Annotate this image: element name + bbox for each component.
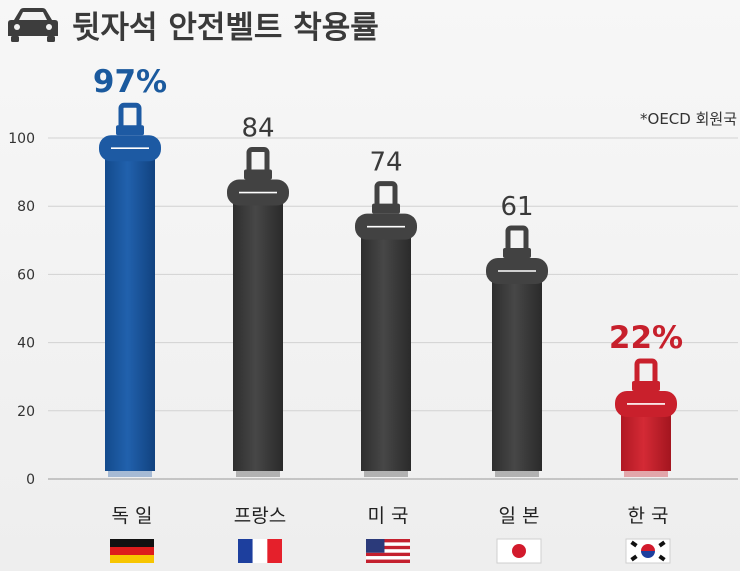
value-label: 61	[500, 192, 533, 222]
bars	[99, 102, 677, 477]
buckle-tongue	[116, 125, 144, 136]
category-label: 미 국	[368, 505, 409, 527]
category-label: 프랑스	[234, 505, 286, 527]
bar-strap	[233, 192, 283, 471]
bar-strap-fade	[364, 471, 408, 477]
bar-strap-fade	[236, 471, 280, 477]
buckle-tongue	[503, 247, 531, 258]
value-label: 74	[369, 148, 402, 178]
germany-flag	[110, 539, 154, 563]
france-flag	[238, 539, 282, 563]
seatbelt-bar	[355, 181, 417, 477]
y-tick-label: 100	[8, 131, 35, 147]
value-label: 22%	[609, 320, 683, 356]
category-label: 일 본	[499, 505, 540, 527]
bar-strap-fade	[624, 471, 668, 477]
bar-strap-fade	[495, 471, 539, 477]
value-label: 97%	[93, 64, 167, 100]
bar-strap	[361, 226, 411, 471]
page-title: 뒷자석 안전벨트 착용률	[72, 10, 379, 46]
seatbelt-bar	[99, 102, 161, 477]
y-tick-label: 0	[26, 472, 35, 488]
value-label: 84	[241, 114, 274, 144]
buckle-tongue	[372, 203, 400, 214]
bar-strap-fade	[108, 471, 152, 477]
seatbelt-bar	[615, 358, 677, 477]
seatbelt-bar	[227, 147, 289, 477]
car-icon	[8, 8, 58, 42]
y-tick-label: 20	[17, 404, 35, 420]
seatbelt-bar	[486, 225, 548, 477]
chart-note: *OECD 회원국	[640, 110, 737, 128]
y-tick-label: 40	[17, 336, 35, 352]
flags	[110, 538, 671, 564]
bar-strap	[105, 148, 155, 472]
korea-flag	[625, 538, 671, 564]
y-tick-label: 60	[17, 267, 35, 283]
y-tick-label: 80	[17, 199, 35, 215]
y-axis: 0 20 40 60 80 100	[8, 131, 35, 488]
japan-flag	[496, 538, 542, 564]
category-label: 한 국	[628, 505, 669, 527]
bar-strap	[492, 270, 542, 471]
usa-flag	[366, 539, 410, 563]
buckle-tongue	[632, 380, 660, 391]
buckle-tongue	[244, 169, 272, 180]
category-label: 독 일	[112, 505, 153, 527]
x-axis: 독 일 프랑스 미 국 일 본 한 국	[112, 505, 669, 527]
title-area: 뒷자석 안전벨트 착용률	[8, 8, 379, 46]
value-labels: 97% 84 74 61 22%	[93, 64, 683, 356]
